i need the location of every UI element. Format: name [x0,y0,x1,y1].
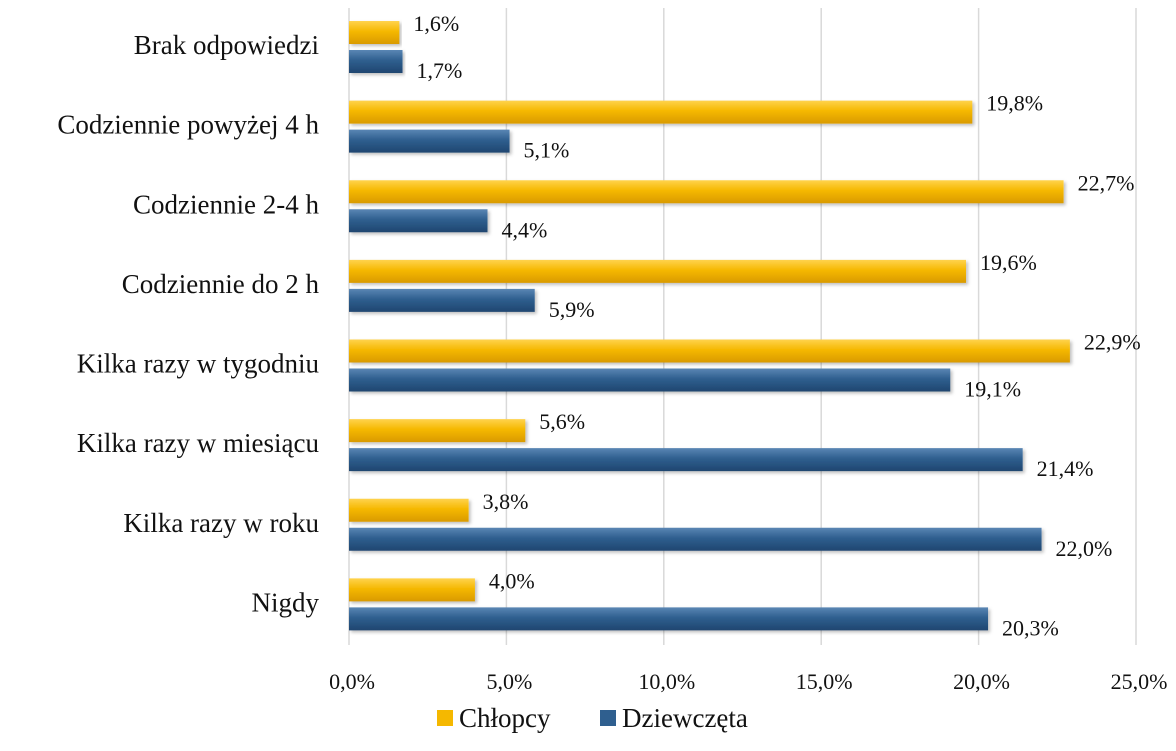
category-label: Nigdy [252,587,320,617]
legend-label: Dziewczęta [622,703,748,733]
bar-dziewczeta [349,209,488,233]
data-label: 19,1% [964,377,1021,402]
bar-chlopcy [349,419,526,443]
x-tick-label: 20,0% [953,669,1010,694]
bar-dziewczeta [349,368,951,392]
bar-dziewczeta [349,448,1023,472]
bar-chlopcy [349,498,469,522]
data-label: 21,4% [1037,456,1094,481]
bar-dziewczeta [349,288,535,312]
data-label: 22,0% [1056,536,1113,561]
category-axis: Brak odpowiedzi Codziennie powyżej 4 h Cod… [57,30,319,617]
legend-swatch-chlopcy [437,710,453,726]
category-label: Kilka razy w roku [123,508,319,538]
bar-dziewczeta [349,129,510,153]
data-label: 20,3% [1002,615,1059,640]
legend-swatch-dziewczeta [600,710,616,726]
value-axis: 0,0% 5,0% 10,0% 15,0% 20,0% 25,0% [329,669,1167,694]
x-tick-label: 5,0% [486,669,532,694]
x-tick-label: 10,0% [638,669,695,694]
legend-label: Chłopcy [459,703,551,733]
data-labels: 1,6% 1,7% 19,8% 5,1% 22,7% 4,4% 19,6% 5,9% 22,9%… [413,11,1140,640]
bar-chlopcy [349,259,967,283]
data-label: 22,7% [1078,170,1135,195]
data-label: 4,0% [489,568,535,593]
x-tick-label: 25,0% [1111,669,1168,694]
data-label: 1,7% [417,58,463,83]
data-label: 3,8% [483,489,529,514]
data-label: 5,9% [549,297,595,322]
data-label: 5,1% [524,138,570,163]
legend: Chłopcy Dziewczęta [437,703,748,733]
bar-dziewczeta [349,607,989,631]
category-label: Brak odpowiedzi [134,30,319,60]
data-label: 19,8% [986,91,1043,116]
bar-chlopcy [349,21,400,44]
data-label: 1,6% [413,11,459,36]
data-label: 22,9% [1084,330,1141,355]
category-label: Kilka razy w tygodniu [77,349,320,379]
category-label: Codziennie do 2 h [122,269,320,299]
bar-chlopcy [349,180,1064,204]
bar-chlopcy [349,578,475,602]
category-label: Codziennie powyżej 4 h [57,110,319,140]
bar-chlopcy [349,339,1070,363]
category-label: Codziennie 2-4 h [133,189,319,219]
bar-chlopcy [349,100,973,124]
x-tick-label: 0,0% [329,669,375,694]
data-label: 19,6% [980,250,1037,275]
data-label: 5,6% [539,409,585,434]
bar-dziewczeta [349,527,1042,551]
x-tick-label: 15,0% [796,669,853,694]
data-label: 4,4% [502,217,548,242]
bar-dziewczeta [349,50,403,73]
bars [349,21,1070,631]
category-label: Kilka razy w miesiącu [77,428,320,458]
